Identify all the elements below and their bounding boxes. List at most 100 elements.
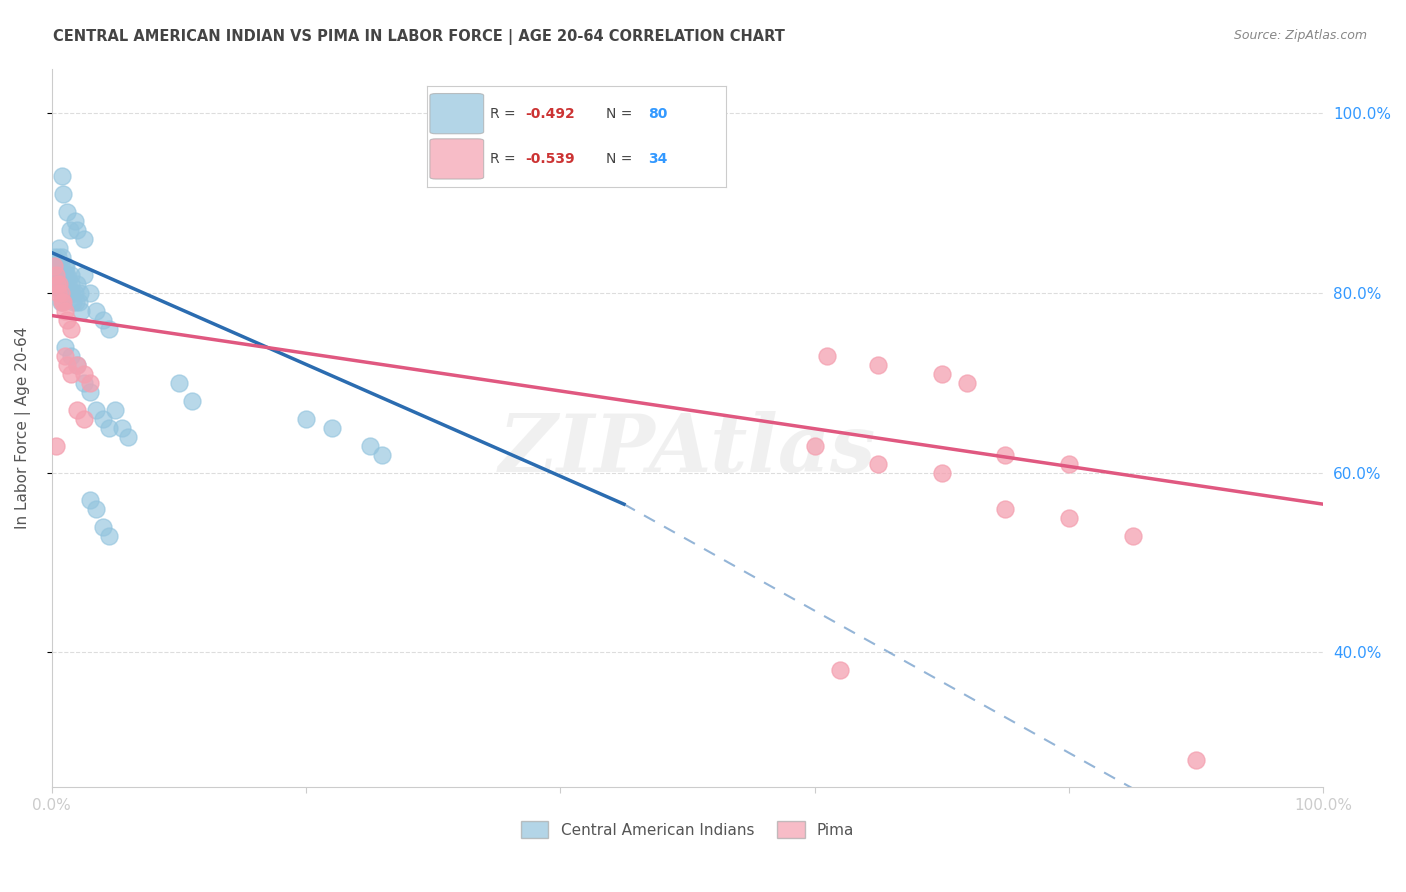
Point [66,402,89,417]
Point [98,528,121,542]
Point [42,259,65,273]
Point [868,457,890,471]
Point [45,439,67,453]
Text: Source: ZipAtlas.com: Source: ZipAtlas.com [1233,29,1367,42]
Point [51,169,73,184]
Point [45,277,67,292]
Point [48,277,70,292]
Point [55,277,77,292]
Point [52,295,75,310]
Point [52,277,75,292]
Point [72,268,94,282]
Point [994,501,1017,516]
Point [53,277,76,292]
Point [53,286,76,301]
Point [98,421,121,435]
Point [79,376,101,390]
Point [49,268,72,282]
Point [51,286,73,301]
Point [46,268,69,282]
Point [62,295,84,310]
Point [59,322,82,336]
Point [56,205,79,219]
Point [815,349,838,363]
Point [52,268,75,282]
Point [48,268,70,282]
Point [55,268,77,282]
Point [72,412,94,426]
Point [49,295,72,310]
Point [86,402,108,417]
Point [59,268,82,282]
Point [931,466,953,480]
Point [359,439,381,453]
Point [53,340,76,354]
Point [931,367,953,381]
Point [60,286,83,301]
Text: CENTRAL AMERICAN INDIAN VS PIMA IN LABOR FORCE | AGE 20-64 CORRELATION CHART: CENTRAL AMERICAN INDIAN VS PIMA IN LABOR… [53,29,786,45]
Point [48,241,70,255]
Legend: Central American Indians, Pima: Central American Indians, Pima [515,815,860,844]
Point [72,376,94,390]
Point [830,664,852,678]
Point [53,304,76,318]
Point [49,286,72,301]
Point [66,358,89,372]
Point [994,448,1017,462]
Point [1185,753,1208,767]
Point [44,268,66,282]
Point [180,393,202,408]
Point [49,286,72,301]
Point [104,402,127,417]
Point [66,277,89,292]
Point [48,277,70,292]
Point [52,286,75,301]
Point [295,412,318,426]
Point [63,286,86,301]
Point [86,304,108,318]
Point [1122,528,1144,542]
Point [79,286,101,301]
Point [45,277,67,292]
Point [79,384,101,399]
Point [53,268,76,282]
Point [91,412,114,426]
Point [63,214,86,228]
Point [55,286,77,301]
Point [59,286,82,301]
Point [44,250,66,264]
Point [51,250,73,264]
Point [45,268,67,282]
Point [66,358,89,372]
Point [49,259,72,273]
Point [45,259,67,273]
Point [48,259,70,273]
Point [67,295,90,310]
Point [59,277,82,292]
Point [69,286,91,301]
Point [91,519,114,533]
Y-axis label: In Labor Force | Age 20-64: In Labor Force | Age 20-64 [15,326,31,529]
Point [59,223,82,237]
Point [51,268,73,282]
Point [91,313,114,327]
Point [55,259,77,273]
Point [117,430,139,444]
Point [46,277,69,292]
Point [79,492,101,507]
Point [59,349,82,363]
Point [956,376,979,390]
Point [52,187,75,202]
Point [45,277,67,292]
Point [65,295,87,310]
Point [868,358,890,372]
Point [53,349,76,363]
Point [72,367,94,381]
Point [86,501,108,516]
Point [56,358,79,372]
Point [45,268,67,282]
Point [98,322,121,336]
Point [70,304,93,318]
Point [321,421,343,435]
Point [59,367,82,381]
